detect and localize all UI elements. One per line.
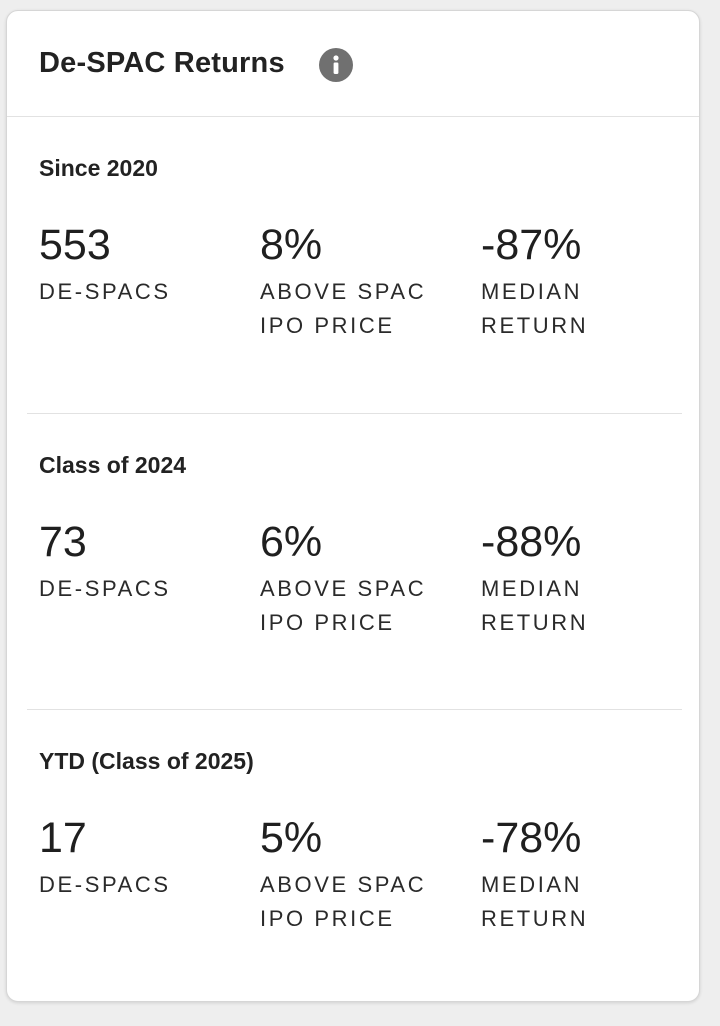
section-title: YTD (Class of 2025) <box>39 748 254 774</box>
stat-value: 73 <box>39 518 87 566</box>
stat-median-return: -88% MEDIAN RETURN <box>481 518 691 640</box>
stat-value: 8% <box>260 221 323 269</box>
stat-de-spacs: 73 DE-SPACS <box>39 518 249 606</box>
stat-label: MEDIAN RETURN <box>481 279 589 338</box>
stat-above-spac-ipo-price: 8% ABOVE SPAC IPO PRICE <box>260 221 470 343</box>
stat-above-spac-ipo-price: 5% ABOVE SPAC IPO PRICE <box>260 814 470 936</box>
info-icon[interactable] <box>319 48 353 82</box>
section-ytd-class-of-2025: YTD (Class of 2025) 17 DE-SPACS 5% ABOVE… <box>27 709 682 1001</box>
stat-label: ABOVE SPAC IPO PRICE <box>260 279 427 338</box>
section-title: Class of 2024 <box>39 452 187 478</box>
stat-median-return: -78% MEDIAN RETURN <box>481 814 691 936</box>
card-header: De-SPAC Returns <box>7 11 699 117</box>
info-icon-glyph <box>333 55 339 74</box>
section-since-2020: Since 2020 553 DE-SPACS 8% ABOVE SPAC IP… <box>27 117 682 413</box>
section-class-of-2024: Class of 2024 73 DE-SPACS 6% ABOVE SPAC … <box>27 413 682 710</box>
card-title: De-SPAC Returns <box>39 47 285 79</box>
stat-label: MEDIAN RETURN <box>481 872 589 931</box>
stat-label: ABOVE SPAC IPO PRICE <box>260 576 427 635</box>
stat-de-spacs: 17 DE-SPACS <box>39 814 249 902</box>
stat-value: 17 <box>39 814 87 862</box>
stat-above-spac-ipo-price: 6% ABOVE SPAC IPO PRICE <box>260 518 470 640</box>
stat-de-spacs: 553 DE-SPACS <box>39 221 249 309</box>
stat-label: MEDIAN RETURN <box>481 576 589 635</box>
stat-value: -78% <box>481 814 582 862</box>
stat-value: -87% <box>481 221 582 269</box>
stat-label: DE-SPACS <box>39 279 171 304</box>
stat-label: DE-SPACS <box>39 576 171 601</box>
stat-value: 6% <box>260 518 323 566</box>
section-title: Since 2020 <box>39 155 158 181</box>
stat-median-return: -87% MEDIAN RETURN <box>481 221 691 343</box>
stat-value: 553 <box>39 221 111 269</box>
de-spac-returns-card: De-SPAC Returns Since 2020 553 DE-SPACS … <box>6 10 700 1002</box>
stat-label: DE-SPACS <box>39 872 171 897</box>
stat-label: ABOVE SPAC IPO PRICE <box>260 872 427 931</box>
stat-value: 5% <box>260 814 323 862</box>
stat-value: -88% <box>481 518 582 566</box>
